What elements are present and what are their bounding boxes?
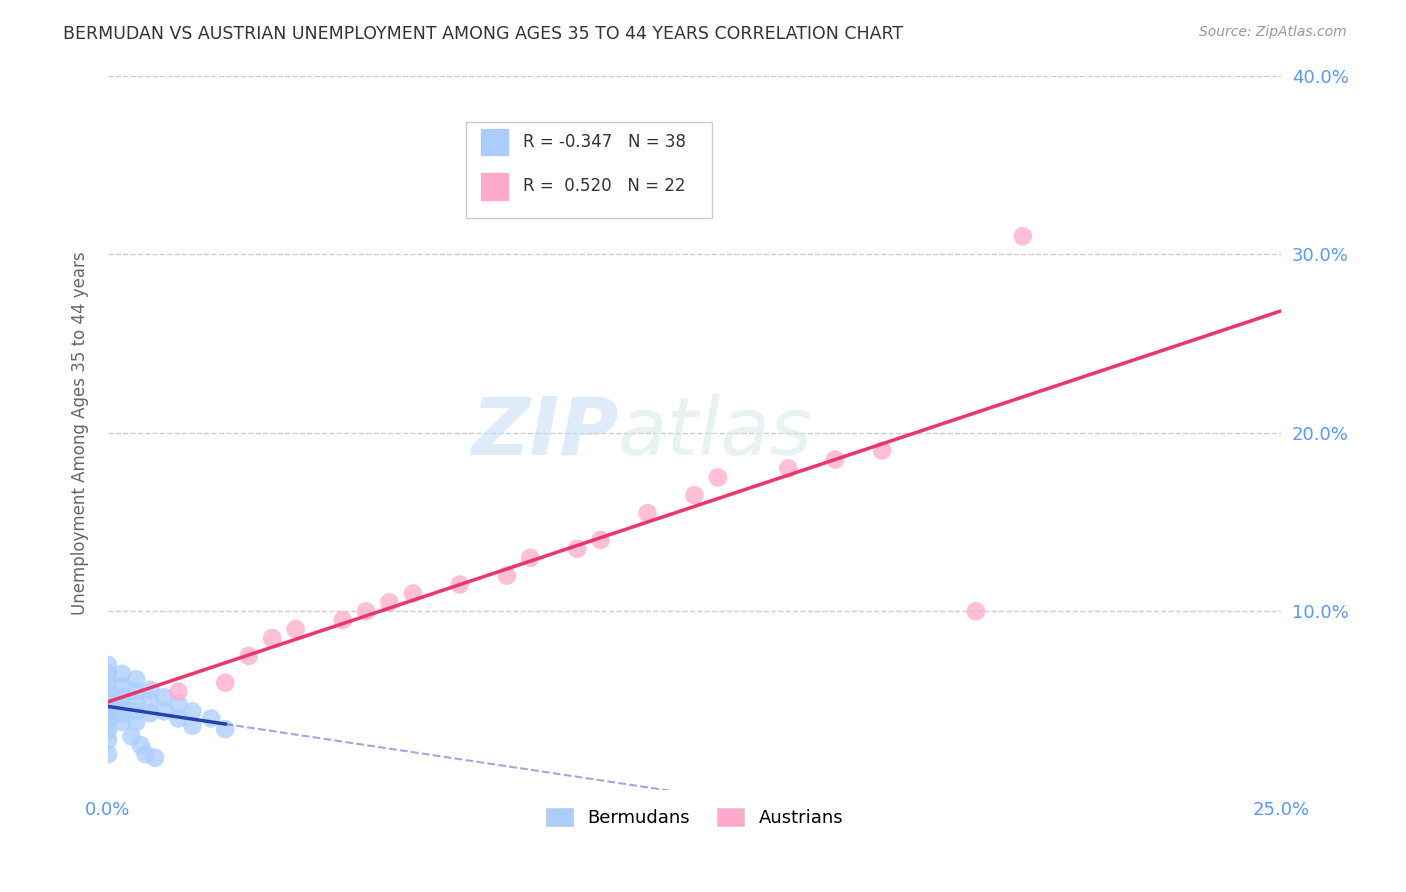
Point xyxy=(262,631,284,645)
Point xyxy=(120,729,142,743)
Point xyxy=(778,461,800,475)
Point xyxy=(378,595,401,609)
Point xyxy=(125,714,148,729)
Point xyxy=(167,684,190,698)
Point xyxy=(402,586,425,600)
Point xyxy=(111,690,134,704)
Point xyxy=(167,711,190,725)
Point xyxy=(97,747,120,762)
Point xyxy=(97,657,120,672)
Point xyxy=(97,716,120,731)
Point xyxy=(97,704,120,718)
Point xyxy=(97,711,120,725)
Text: atlas: atlas xyxy=(619,393,813,472)
Point xyxy=(97,666,120,681)
Point xyxy=(139,706,162,720)
Legend: Bermudans, Austrians: Bermudans, Austrians xyxy=(538,801,851,835)
Bar xyxy=(479,172,509,201)
Point xyxy=(214,722,236,736)
Point xyxy=(153,690,176,704)
Point xyxy=(284,622,307,636)
Text: R = -0.347   N = 38: R = -0.347 N = 38 xyxy=(523,133,686,151)
Text: ZIP: ZIP xyxy=(471,393,619,472)
Point xyxy=(181,704,204,718)
Bar xyxy=(479,128,509,156)
Point xyxy=(97,723,120,738)
Point xyxy=(332,613,354,627)
Point xyxy=(135,747,157,762)
Text: R =  0.520   N = 22: R = 0.520 N = 22 xyxy=(523,178,686,195)
Point xyxy=(495,568,517,582)
Point xyxy=(111,706,134,720)
Point xyxy=(238,648,260,663)
Text: Source: ZipAtlas.com: Source: ZipAtlas.com xyxy=(1199,25,1347,39)
Point xyxy=(683,488,706,502)
Point xyxy=(143,751,166,765)
Point xyxy=(97,675,120,690)
Point xyxy=(125,672,148,686)
Point xyxy=(354,604,377,618)
Point xyxy=(824,452,846,467)
Point xyxy=(181,718,204,732)
Point xyxy=(214,675,236,690)
Point xyxy=(125,704,148,718)
Point xyxy=(200,711,222,725)
Point xyxy=(589,533,612,547)
Point xyxy=(1011,229,1033,244)
Point xyxy=(707,470,730,484)
Point xyxy=(111,714,134,729)
Text: BERMUDAN VS AUSTRIAN UNEMPLOYMENT AMONG AGES 35 TO 44 YEARS CORRELATION CHART: BERMUDAN VS AUSTRIAN UNEMPLOYMENT AMONG … xyxy=(63,25,904,43)
Point xyxy=(449,577,471,591)
Point xyxy=(870,443,893,458)
Point xyxy=(97,732,120,747)
Point xyxy=(97,684,120,698)
Point xyxy=(111,679,134,693)
Point xyxy=(153,704,176,718)
Y-axis label: Unemployment Among Ages 35 to 44 years: Unemployment Among Ages 35 to 44 years xyxy=(72,251,89,615)
Point xyxy=(125,684,148,698)
Point xyxy=(111,697,134,711)
Point xyxy=(97,693,120,707)
Point xyxy=(111,666,134,681)
Point xyxy=(965,604,987,618)
Point xyxy=(125,695,148,709)
Point xyxy=(637,506,659,520)
Point xyxy=(139,682,162,697)
Point xyxy=(129,738,152,752)
Point xyxy=(167,697,190,711)
Point xyxy=(565,541,588,556)
Point xyxy=(139,693,162,707)
FancyBboxPatch shape xyxy=(465,122,711,219)
Point xyxy=(519,550,541,565)
Point xyxy=(97,698,120,713)
